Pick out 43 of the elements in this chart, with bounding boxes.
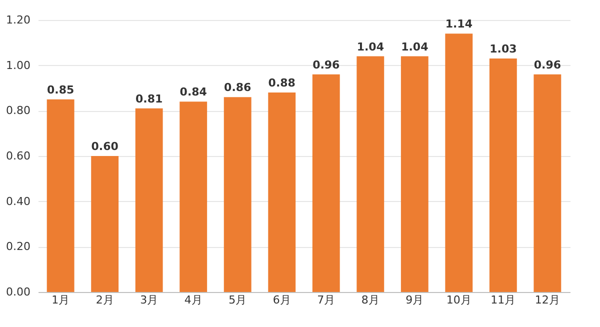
bar — [91, 156, 119, 292]
y-tick-label: 0.40 — [6, 194, 30, 208]
y-tick-label: 0.20 — [6, 240, 30, 254]
y-tick-label: 0.00 — [6, 286, 30, 298]
bar — [445, 34, 473, 292]
x-tick-label: 11月 — [490, 294, 516, 306]
x-tick-label: 1月 — [52, 294, 70, 306]
data-label: 1.03 — [490, 42, 517, 56]
x-tick-label: 3月 — [140, 294, 158, 306]
x-tick-label: 12月 — [534, 294, 560, 306]
data-label: 0.96 — [534, 58, 562, 72]
y-tick-label: 1.00 — [6, 58, 30, 72]
data-label: 0.84 — [180, 86, 208, 99]
bar — [135, 108, 163, 292]
x-tick-label: 8月 — [361, 294, 380, 306]
data-label: 1.14 — [445, 18, 473, 31]
data-label: 1.04 — [356, 40, 384, 54]
data-label: 0.60 — [91, 140, 119, 153]
data-label: 0.85 — [47, 83, 74, 96]
data-label: 0.96 — [312, 58, 340, 72]
x-tick-label: 4月 — [184, 294, 202, 306]
x-tick-label: 9月 — [406, 294, 424, 306]
x-tick-label: 5月 — [228, 294, 247, 306]
bar — [489, 58, 517, 292]
data-label: 0.86 — [224, 81, 252, 94]
bar — [356, 56, 384, 292]
data-label: 1.04 — [401, 40, 429, 54]
y-tick-label: 0.60 — [6, 150, 30, 162]
y-tick-label: 0.80 — [6, 104, 30, 118]
bar — [46, 99, 74, 292]
x-tick-label: 2月 — [96, 294, 114, 306]
bar — [400, 56, 428, 292]
bar — [268, 92, 296, 292]
x-tick-label: 10月 — [446, 294, 472, 306]
bar — [312, 74, 340, 292]
y-tick-label: 1.20 — [6, 14, 30, 26]
bar — [180, 102, 208, 292]
x-tick-label: 6月 — [272, 294, 291, 306]
bar — [534, 74, 562, 292]
x-tick-label: 7月 — [317, 294, 336, 306]
data-label: 0.81 — [136, 92, 163, 106]
data-label: 0.88 — [268, 76, 296, 90]
bar — [224, 97, 252, 292]
